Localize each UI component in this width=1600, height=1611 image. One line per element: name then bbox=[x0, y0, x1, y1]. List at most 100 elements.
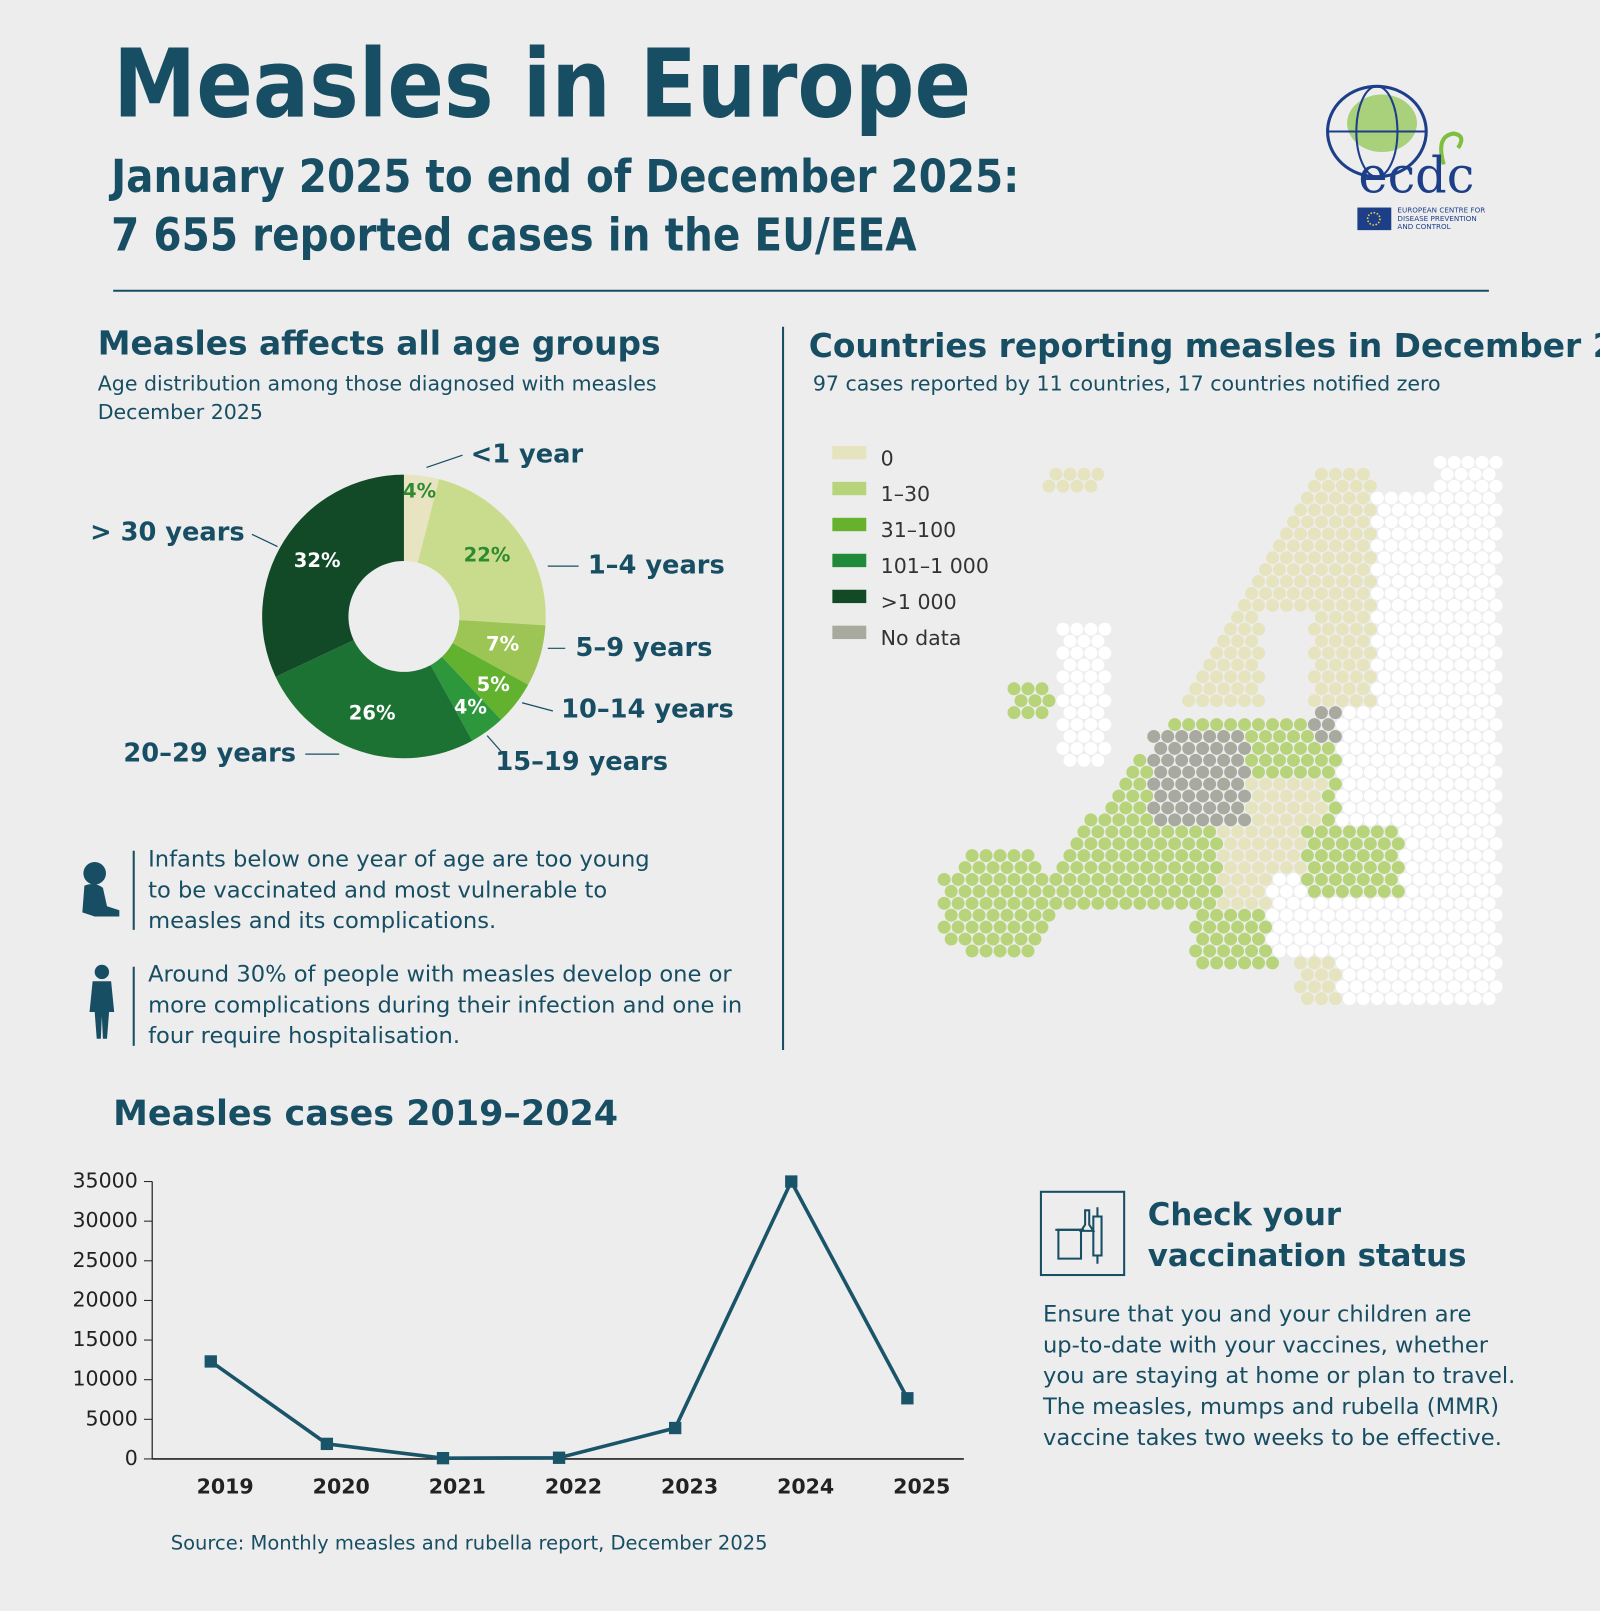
map-cell bbox=[1245, 753, 1259, 767]
map-cell bbox=[1419, 861, 1433, 875]
map-cell bbox=[1300, 968, 1314, 982]
x-tick-label: 2019 bbox=[197, 1475, 254, 1499]
map-cell bbox=[1273, 944, 1286, 958]
map-cell bbox=[1461, 527, 1475, 541]
map-cell bbox=[1210, 813, 1224, 827]
map-cell bbox=[1168, 861, 1182, 875]
map-cell bbox=[1363, 837, 1377, 851]
map-cell bbox=[1377, 694, 1391, 708]
map-cell bbox=[1217, 896, 1231, 910]
map-cell bbox=[1273, 539, 1286, 553]
map-cell bbox=[1475, 861, 1489, 875]
map-cell bbox=[1314, 801, 1328, 815]
map-cell bbox=[1056, 479, 1070, 493]
donut-slice bbox=[262, 474, 404, 677]
map-cell bbox=[1182, 884, 1196, 898]
map-cell bbox=[1482, 563, 1496, 577]
map-cell bbox=[1370, 825, 1384, 839]
map-cell bbox=[1489, 527, 1503, 541]
map-cell bbox=[1475, 694, 1489, 708]
map-cell bbox=[1021, 944, 1035, 958]
map-cell bbox=[1426, 563, 1440, 577]
map-cell bbox=[1342, 777, 1356, 791]
map-cell bbox=[1377, 646, 1391, 660]
map-cell bbox=[1133, 777, 1147, 791]
map-cell bbox=[1098, 646, 1112, 660]
map-cell bbox=[1084, 622, 1098, 636]
map-cell bbox=[1440, 491, 1454, 505]
map-cell bbox=[1475, 646, 1489, 660]
map-cell bbox=[1398, 968, 1412, 982]
map-cell bbox=[1426, 944, 1440, 958]
map-cell bbox=[1475, 813, 1489, 827]
map-cell bbox=[1461, 455, 1475, 469]
map-cell bbox=[1098, 884, 1112, 898]
map-cell bbox=[1475, 837, 1489, 851]
map-cell bbox=[1384, 873, 1398, 886]
map-cell bbox=[1482, 586, 1496, 600]
map-cell bbox=[1328, 849, 1342, 863]
map-cell bbox=[1307, 479, 1321, 493]
map-cell bbox=[958, 861, 972, 875]
map-cell bbox=[1196, 694, 1210, 708]
map-cell bbox=[1335, 765, 1349, 779]
map-cell bbox=[1300, 491, 1314, 505]
map-cell bbox=[1182, 813, 1196, 827]
map-cell bbox=[1482, 491, 1496, 505]
map-cell bbox=[1461, 718, 1475, 732]
map-cell bbox=[1105, 825, 1119, 839]
map-cell bbox=[1210, 765, 1224, 779]
map-cell bbox=[1252, 575, 1266, 588]
fact-text: to be vaccinated and most vulnerable to bbox=[148, 877, 607, 903]
map-cell bbox=[1063, 896, 1077, 910]
source: Source: Monthly measles and rubella repo… bbox=[171, 1532, 768, 1555]
map-cell bbox=[1300, 920, 1314, 934]
map-cell bbox=[1286, 825, 1300, 839]
map-cell bbox=[1266, 861, 1279, 875]
map-cell bbox=[1412, 658, 1426, 672]
map-cell bbox=[1133, 801, 1147, 815]
map-cell bbox=[1196, 813, 1210, 827]
map-cell bbox=[1433, 741, 1447, 755]
map-cell bbox=[1349, 575, 1363, 588]
map-cell bbox=[1419, 765, 1433, 779]
map-cell bbox=[1447, 765, 1461, 779]
map-cell bbox=[1454, 777, 1468, 791]
map-cell bbox=[1356, 634, 1370, 648]
map-cell bbox=[1314, 563, 1328, 577]
map-cell bbox=[1252, 718, 1266, 732]
map-cell bbox=[1217, 634, 1231, 648]
map-cell bbox=[1356, 849, 1370, 863]
map-cell bbox=[1426, 539, 1440, 553]
map-cell bbox=[1321, 622, 1335, 636]
map-cell bbox=[1217, 920, 1231, 934]
map-cell bbox=[1391, 598, 1405, 612]
map-cell bbox=[1231, 777, 1245, 791]
map-cell bbox=[1440, 968, 1454, 982]
map-cell bbox=[1447, 622, 1461, 636]
map-cell bbox=[1377, 575, 1391, 588]
map-cell bbox=[1412, 992, 1426, 1006]
map-cell bbox=[1252, 741, 1266, 755]
map-cell bbox=[1454, 586, 1468, 600]
map-cell bbox=[1210, 908, 1224, 922]
map-cell bbox=[1419, 956, 1433, 970]
map-cell bbox=[1314, 753, 1328, 767]
map-cell bbox=[1307, 527, 1321, 541]
map-cell bbox=[1245, 658, 1259, 672]
map-cell bbox=[1384, 729, 1398, 743]
map-cell bbox=[1475, 741, 1489, 755]
map-cell bbox=[1049, 467, 1063, 481]
map-cell bbox=[1189, 873, 1203, 886]
map-cell bbox=[1147, 825, 1161, 839]
map-cell bbox=[1426, 729, 1440, 743]
map-cell bbox=[1489, 718, 1503, 732]
callout-text: Ensure that you and your children are bbox=[1043, 1302, 1471, 1328]
map-cell bbox=[1405, 861, 1419, 875]
map-cell bbox=[1286, 729, 1300, 743]
map-cell bbox=[1468, 729, 1482, 743]
map-cell bbox=[1210, 646, 1224, 660]
map-cell bbox=[972, 884, 986, 898]
map-cell bbox=[1482, 896, 1496, 910]
map-cell bbox=[1196, 670, 1210, 684]
